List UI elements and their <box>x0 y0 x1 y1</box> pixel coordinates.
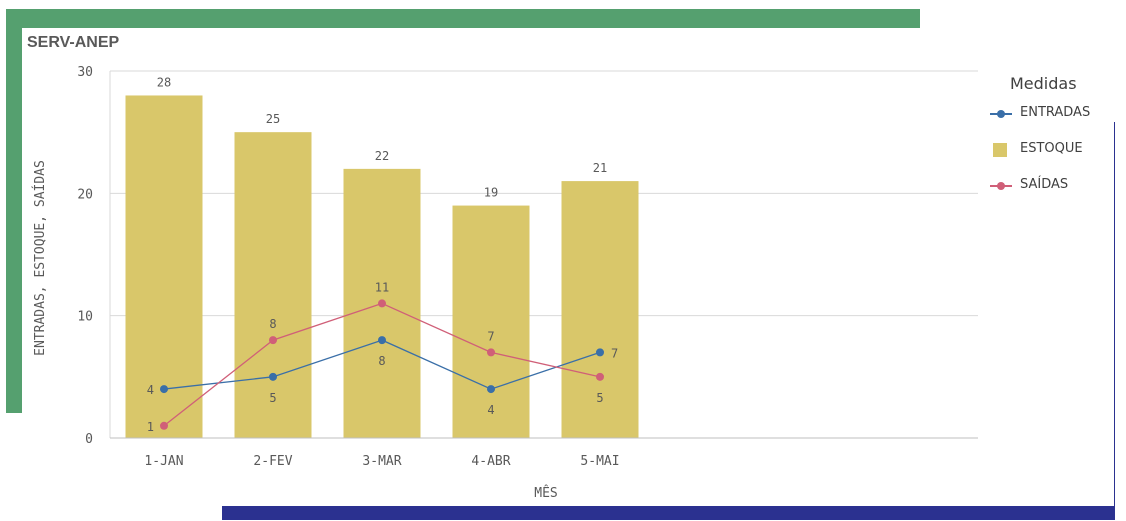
y-axis-title: ENTRADAS, ESTOQUE, SAÍDAS <box>32 160 48 356</box>
x-tick-4-abr: 4-ABR <box>471 454 510 469</box>
legend-marker-estoque <box>993 143 1007 157</box>
point-entradas-5-mai <box>596 348 604 357</box>
point-label-entradas-3-mar: 8 <box>378 354 385 368</box>
point-entradas-3-mar <box>378 336 386 345</box>
legend-title: Medidas <box>1010 74 1077 93</box>
point-saidas-3-mar <box>378 299 386 308</box>
point-saidas-2-fev <box>269 336 277 345</box>
y-tick-10: 10 <box>77 310 93 325</box>
legend-item-estoque[interactable]: ESTOQUE <box>988 141 1118 159</box>
point-label-entradas-2-fev: 5 <box>269 391 276 405</box>
bar-label-estoque-2-fev: 25 <box>266 112 280 126</box>
bar-label-estoque-1-jan: 28 <box>157 75 171 89</box>
bar-estoque-2-fev <box>234 132 312 438</box>
point-label-entradas-5-mai: 7 <box>611 346 618 360</box>
legend-marker-entradas <box>990 110 1012 118</box>
bar-estoque-4-abr <box>452 205 530 438</box>
point-entradas-1-jan <box>160 385 168 394</box>
x-tick-1-jan: 1-JAN <box>144 454 183 469</box>
x-tick-2-fev: 2-FEV <box>253 454 292 469</box>
y-tick-30: 30 <box>77 65 93 80</box>
point-entradas-2-fev <box>269 372 277 381</box>
legend-label-estoque: ESTOQUE <box>1020 141 1083 156</box>
bar-label-estoque-5-mai: 21 <box>593 161 607 175</box>
point-saidas-1-jan <box>160 421 168 430</box>
legend-item-saidas[interactable]: SAÍDAS <box>988 177 1118 195</box>
x-tick-5-mai: 5-MAI <box>580 454 619 469</box>
x-axis-title: MÊS <box>534 485 557 501</box>
legend-label-saidas: SAÍDAS <box>1020 177 1069 192</box>
x-tick-3-mar: 3-MAR <box>362 454 401 469</box>
y-tick-20: 20 <box>77 187 93 202</box>
bar-label-estoque-4-abr: 19 <box>484 186 498 200</box>
chart-title: SERV-ANEP <box>27 34 120 51</box>
point-label-entradas-1-jan: 4 <box>147 383 154 397</box>
point-label-saidas-5-mai: 5 <box>596 391 603 405</box>
bar-estoque-5-mai <box>561 181 639 438</box>
point-label-saidas-4-abr: 7 <box>487 329 494 343</box>
legend-item-entradas[interactable]: ENTRADAS <box>988 105 1118 123</box>
y-tick-0: 0 <box>85 432 93 447</box>
bar-estoque-1-jan <box>125 95 203 438</box>
point-entradas-4-abr <box>487 385 495 394</box>
point-label-saidas-1-jan: 1 <box>147 420 154 434</box>
legend-label-entradas: ENTRADAS <box>1020 105 1091 120</box>
legend: Medidas ENTRADAS ESTOQUE SAÍDAS <box>988 74 1118 213</box>
bar-label-estoque-3-mar: 22 <box>375 149 389 163</box>
point-label-entradas-4-abr: 4 <box>487 403 494 417</box>
point-saidas-4-abr <box>487 348 495 357</box>
point-label-saidas-2-fev: 8 <box>269 317 276 331</box>
legend-marker-saidas <box>990 182 1012 190</box>
point-label-saidas-3-mar: 11 <box>375 280 389 294</box>
point-saidas-5-mai <box>596 372 604 381</box>
